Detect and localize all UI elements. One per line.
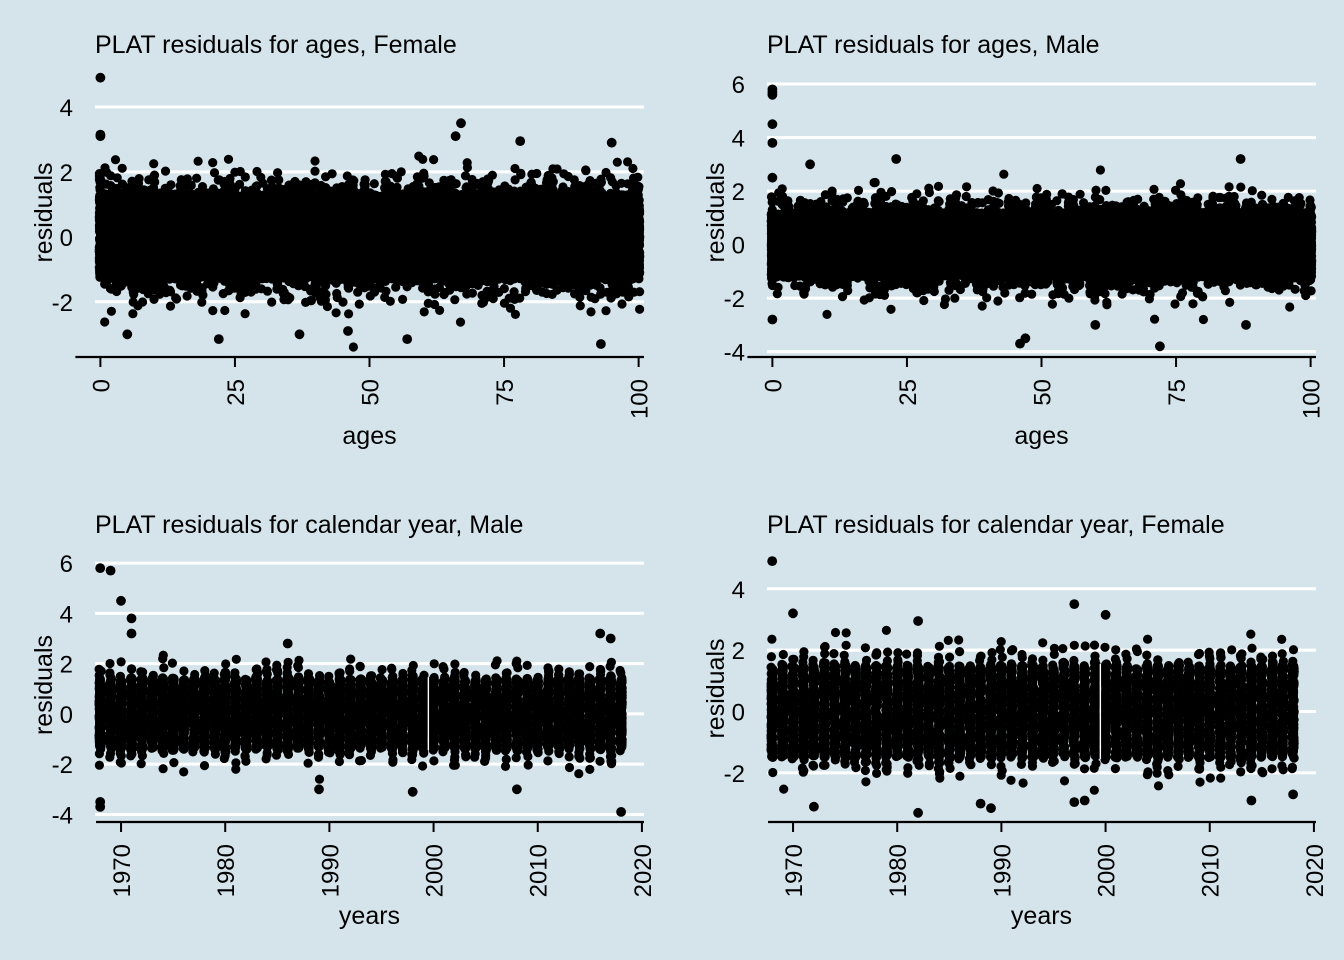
data-point <box>220 306 229 315</box>
data-point <box>224 155 233 164</box>
data-point <box>138 297 147 306</box>
data-point <box>166 302 175 311</box>
data-point <box>183 291 192 300</box>
data-point <box>100 163 109 172</box>
data-point <box>208 306 217 315</box>
data-point <box>128 309 137 318</box>
data-point <box>198 291 207 300</box>
y-axis-label: residuals <box>30 162 58 262</box>
data-point <box>161 167 170 176</box>
data-point <box>118 164 127 173</box>
data-point <box>107 307 116 316</box>
data-point <box>149 159 158 168</box>
data-point <box>165 286 174 295</box>
data-point <box>171 293 180 302</box>
data-point <box>150 177 159 186</box>
data-point <box>111 155 120 164</box>
data-point <box>194 157 203 166</box>
x-axis-label: ages <box>342 422 396 450</box>
data-point <box>192 174 201 183</box>
data-point <box>166 180 175 189</box>
data-point <box>208 158 217 167</box>
data-point <box>100 317 109 326</box>
panel-title: PLAT residuals for ages, Female <box>95 31 457 59</box>
